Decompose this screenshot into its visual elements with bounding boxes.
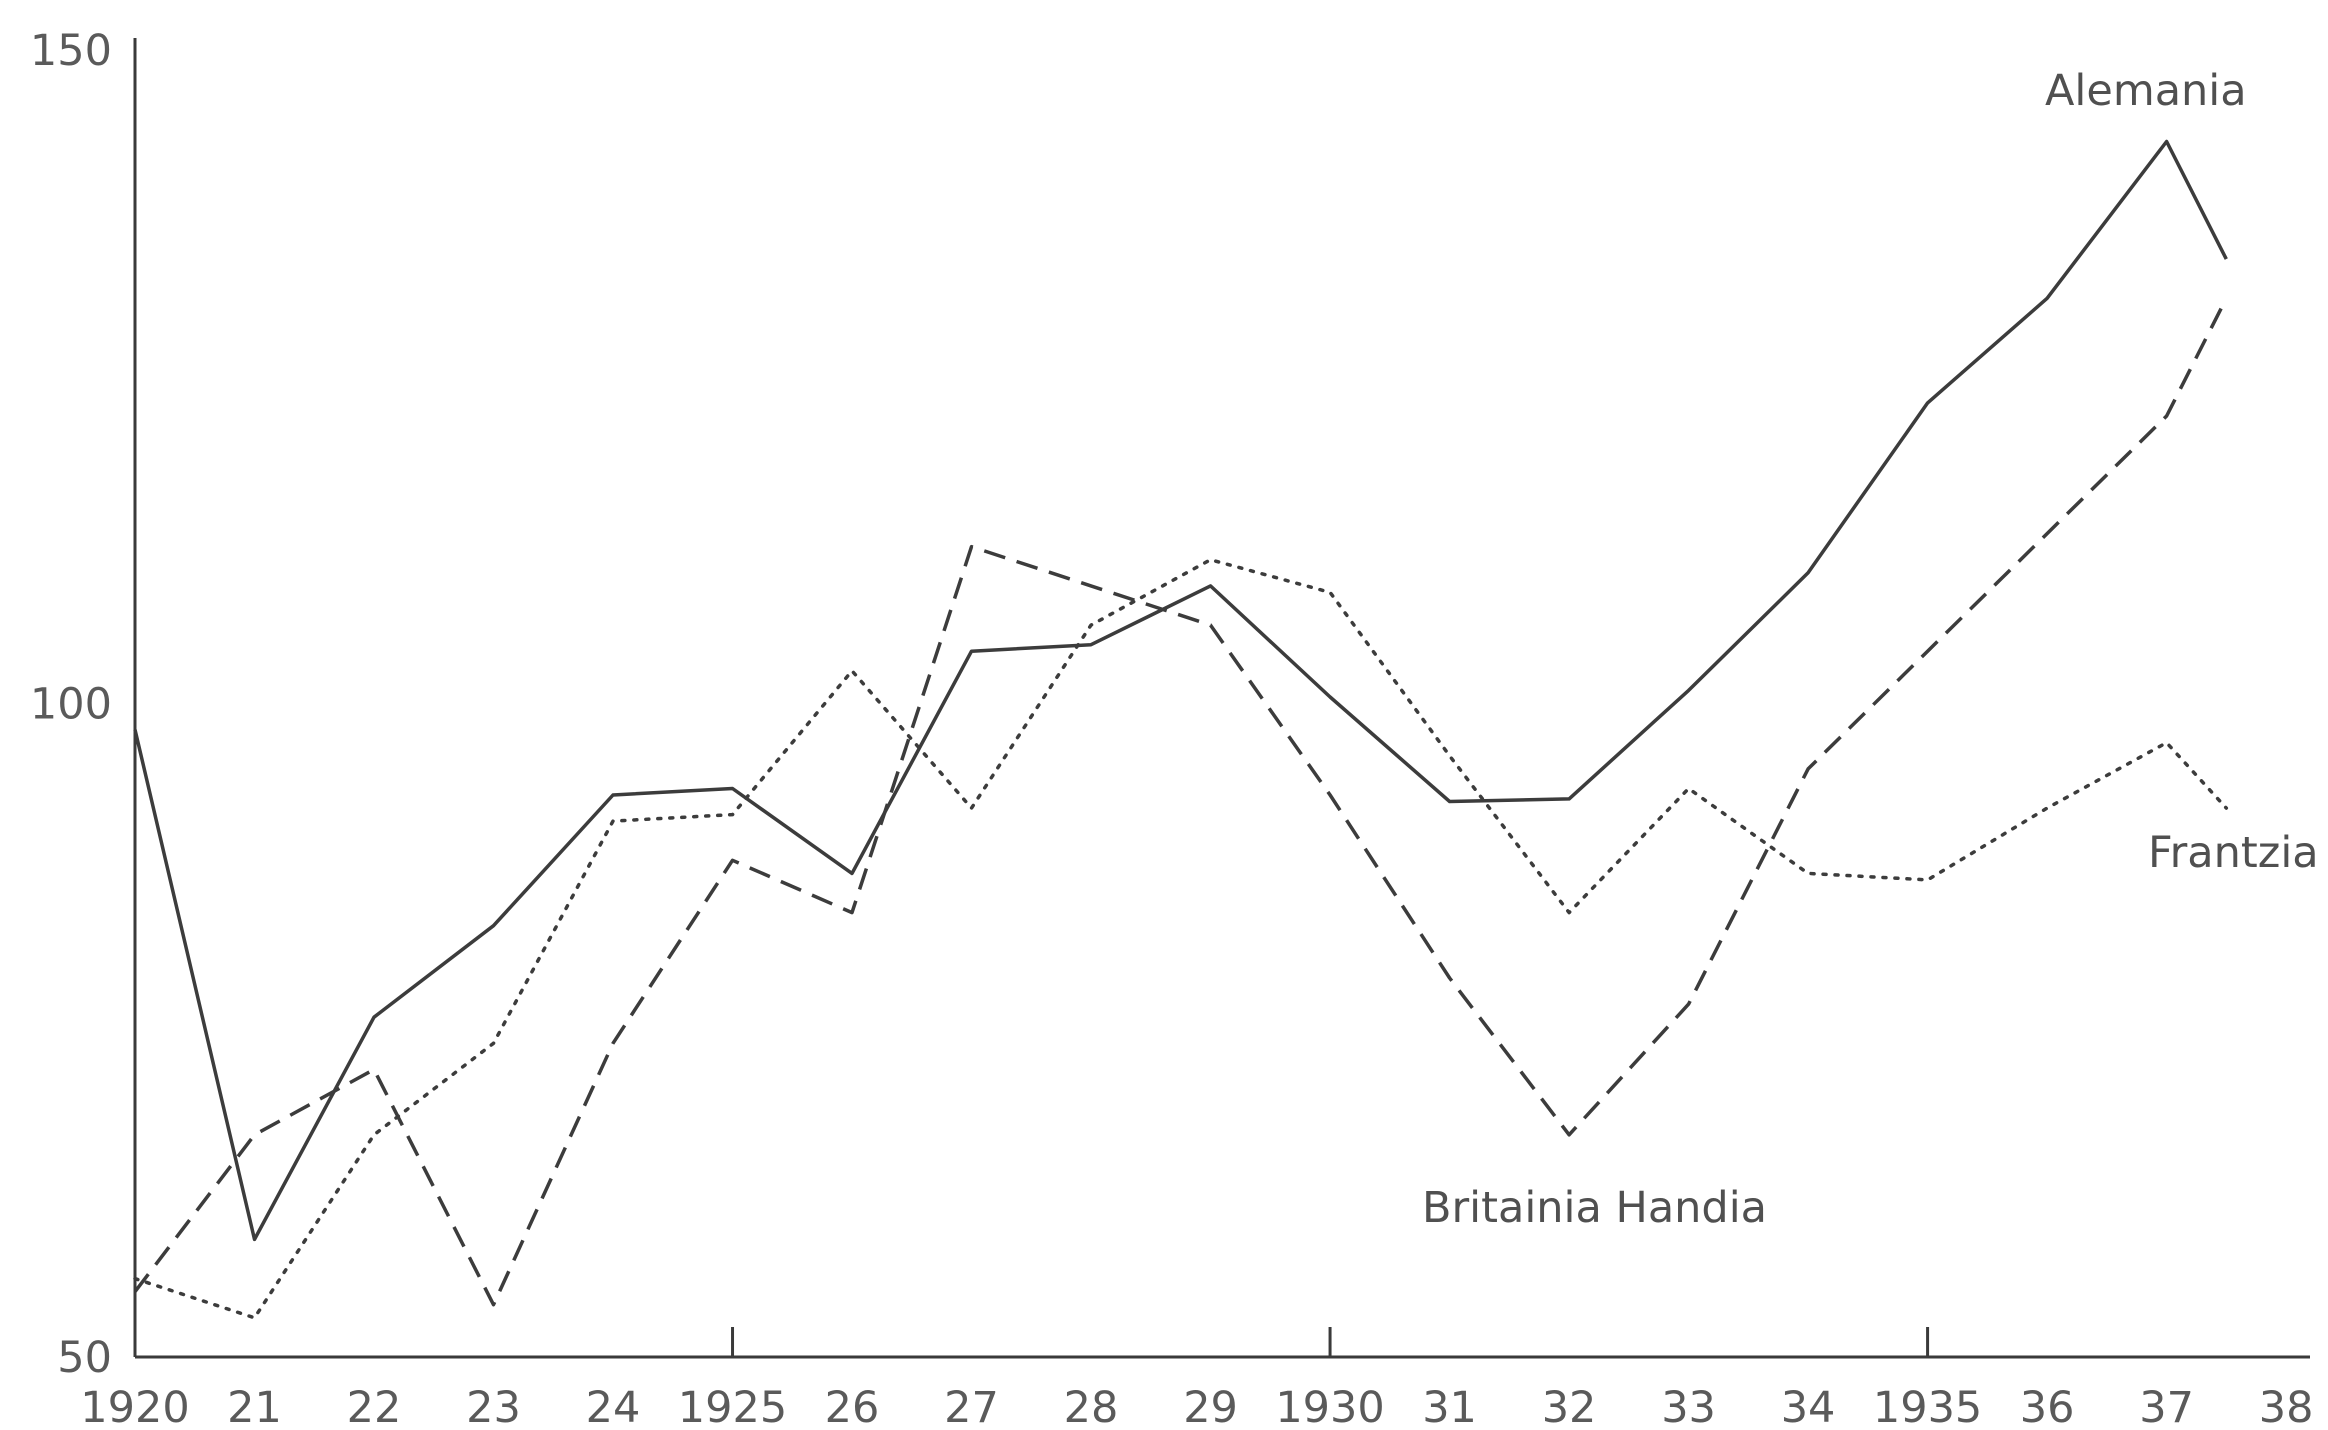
x-tick-label: 27	[944, 1383, 999, 1430]
x-axis-ticks	[731, 1327, 1930, 1357]
series-label-alemania: Alemania	[2045, 66, 2247, 116]
x-tick-label: 38	[2259, 1383, 2314, 1430]
x-tick-label: 36	[2020, 1383, 2075, 1430]
series-line-britainia-handia	[133, 297, 2228, 1307]
x-tick-label: 37	[2139, 1383, 2194, 1430]
x-tick-label: 29	[1183, 1383, 1238, 1430]
series-line-alemania	[133, 139, 2228, 1242]
series-label-britainia-handia: Britainia Handia	[1422, 1183, 1767, 1233]
x-tick-label: 24	[586, 1383, 641, 1430]
y-tick-label: 150	[30, 26, 112, 76]
x-tick-label: 31	[1422, 1383, 1477, 1430]
x-tick-label: 1935	[1873, 1383, 1982, 1430]
y-tick-label: 100	[30, 680, 112, 730]
x-tick-label: 1920	[80, 1383, 189, 1430]
series-label-frantzia: Frantzia	[2148, 828, 2319, 878]
series-labels: Alemania Britainia Handia Frantzia	[1422, 66, 2319, 1233]
x-tick-label: 23	[466, 1383, 521, 1430]
x-tick-label: 33	[1661, 1383, 1716, 1430]
x-tick-label: 26	[825, 1383, 880, 1430]
x-tick-label: 32	[1542, 1383, 1597, 1430]
x-axis-tick-labels: 1920 21 22 23 24 1925 26 27 28 29 1930 31 32 33 34 1935…	[80, 1383, 2313, 1430]
x-tick-label: 28	[1064, 1383, 1119, 1430]
x-tick-label: 1930	[1275, 1383, 1384, 1430]
x-tick-label: 21	[227, 1383, 282, 1430]
series-lines	[133, 139, 2229, 1320]
x-tick-label: 1925	[678, 1383, 787, 1430]
series-line-frantzia	[133, 557, 2229, 1320]
x-tick-label: 34	[1781, 1383, 1836, 1430]
y-axis-tick-labels: 50 100 150	[30, 26, 112, 1383]
x-tick-label: 22	[347, 1383, 402, 1430]
y-tick-label: 50	[57, 1333, 112, 1383]
